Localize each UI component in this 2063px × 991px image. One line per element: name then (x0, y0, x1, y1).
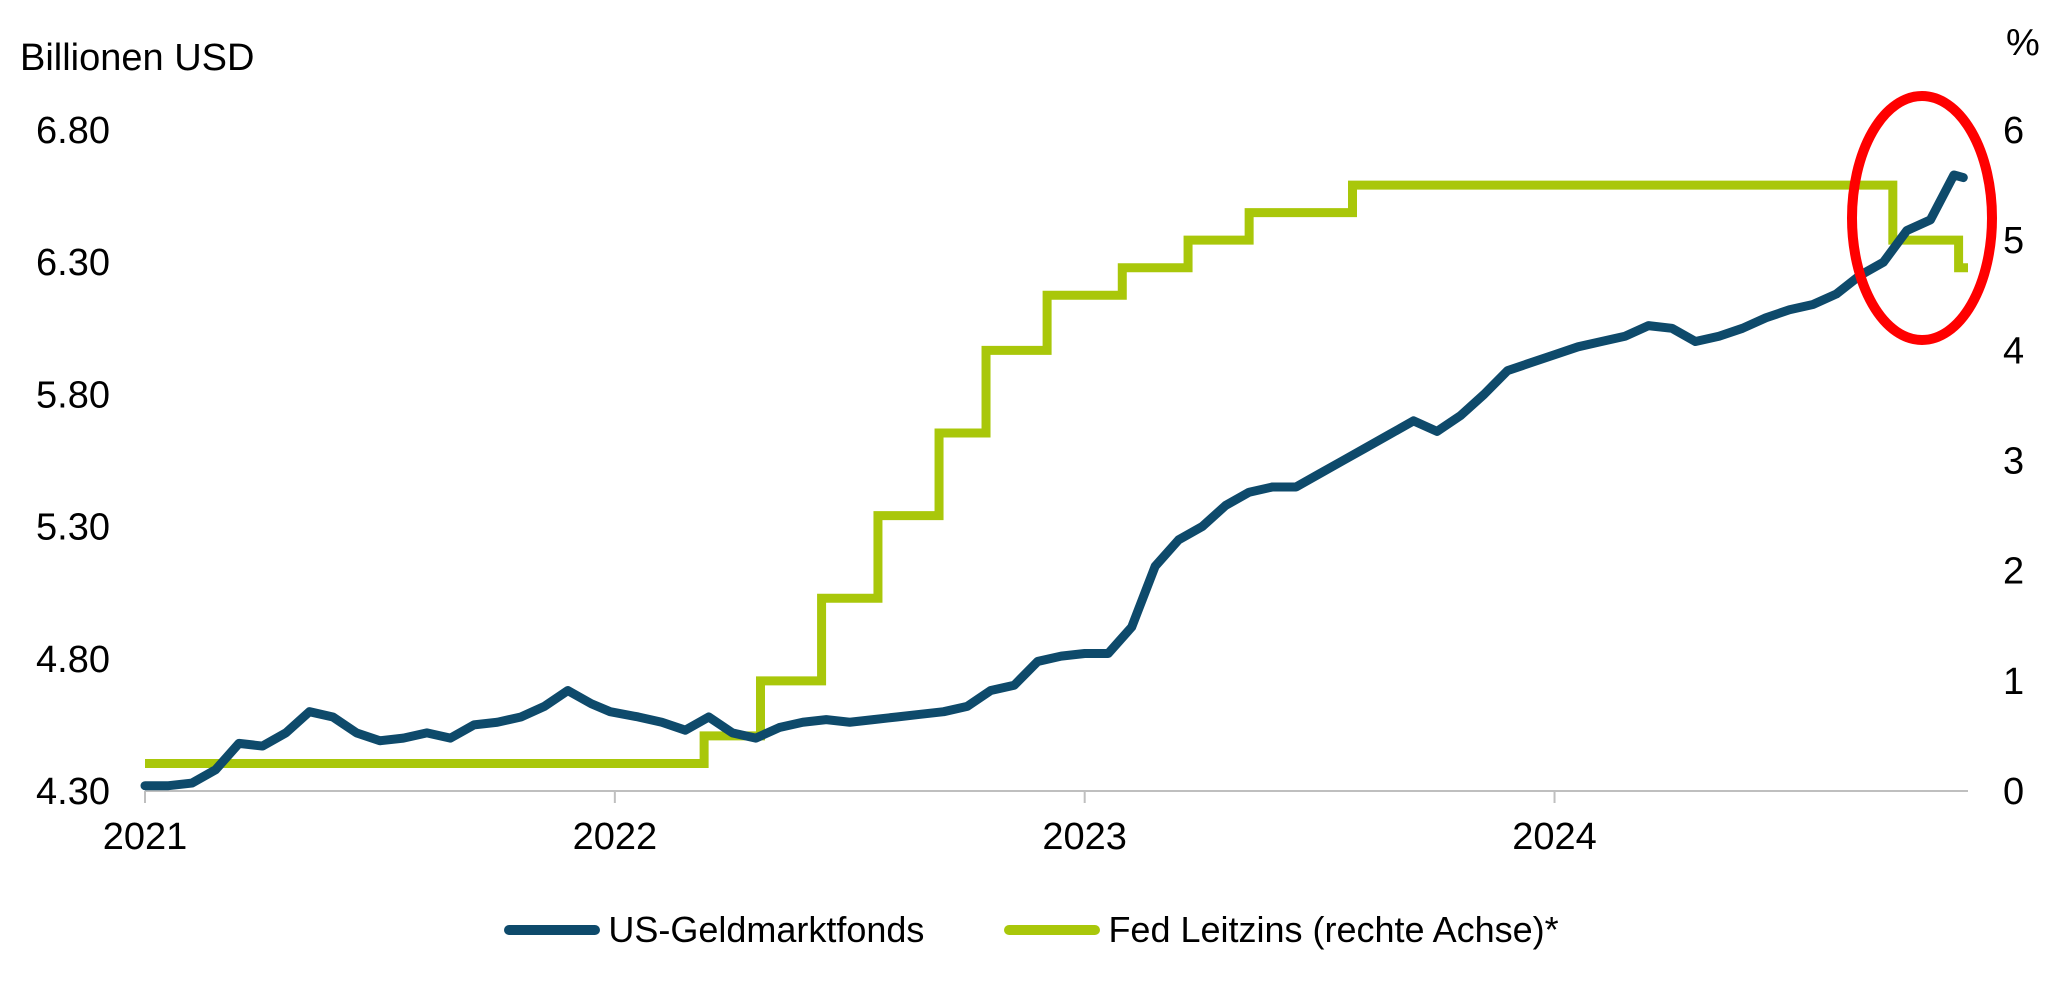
right-axis-title: % (2006, 22, 2040, 64)
right-tick-label: 0 (2003, 771, 2024, 813)
right-tick-label: 6 (2003, 110, 2024, 152)
left-tick-label: 6.80 (36, 110, 110, 152)
left-tick-label: 6.30 (36, 242, 110, 284)
right-tick-label: 5 (2003, 220, 2024, 262)
legend: US-Geldmarktfonds Fed Leitzins (rechte A… (0, 900, 2063, 960)
left-tick-label: 5.80 (36, 374, 110, 416)
right-axis-ticks: 6 5 4 3 2 1 0 (2003, 110, 2024, 813)
x-tick-label: 2022 (573, 816, 658, 858)
series-money-market-line (140, 170, 1968, 791)
series-layer (140, 170, 1968, 791)
legend-label-fed-rate: Fed Leitzins (rechte Achse)* (1108, 909, 1559, 950)
series-fed-rate-line (145, 180, 1968, 768)
legend-label-money-market: US-Geldmarktfonds (608, 909, 925, 950)
right-tick-label: 1 (2003, 661, 2024, 703)
left-axis-ticks: 6.80 6.30 5.80 5.30 4.80 4.30 (36, 110, 110, 813)
right-tick-label: 2 (2003, 551, 2024, 593)
left-tick-label: 4.80 (36, 639, 110, 681)
right-tick-label: 3 (2003, 441, 2024, 483)
right-tick-label: 4 (2003, 330, 2024, 372)
legend-item-fed-rate: Fed Leitzins (rechte Achse)* (1004, 909, 1559, 951)
x-tick-label: 2023 (1042, 816, 1127, 858)
x-tick-label: 2021 (103, 816, 188, 858)
legend-item-money-market: US-Geldmarktfonds (504, 909, 924, 951)
legend-swatch-fed-rate (1004, 925, 1101, 935)
left-tick-label: 5.30 (36, 507, 110, 549)
x-axis-ticks: 2021 2022 2023 2024 (103, 791, 1597, 858)
left-tick-label: 4.30 (36, 771, 110, 813)
left-axis-title: Billionen USD (20, 37, 254, 79)
legend-swatch-money-market (504, 925, 601, 935)
chart: Billionen USD % 6.80 6.30 5.80 5.30 4.80 4.30… (20, 22, 2040, 858)
x-tick-label: 2024 (1512, 816, 1597, 858)
highlight-ellipse (1847, 91, 1997, 345)
